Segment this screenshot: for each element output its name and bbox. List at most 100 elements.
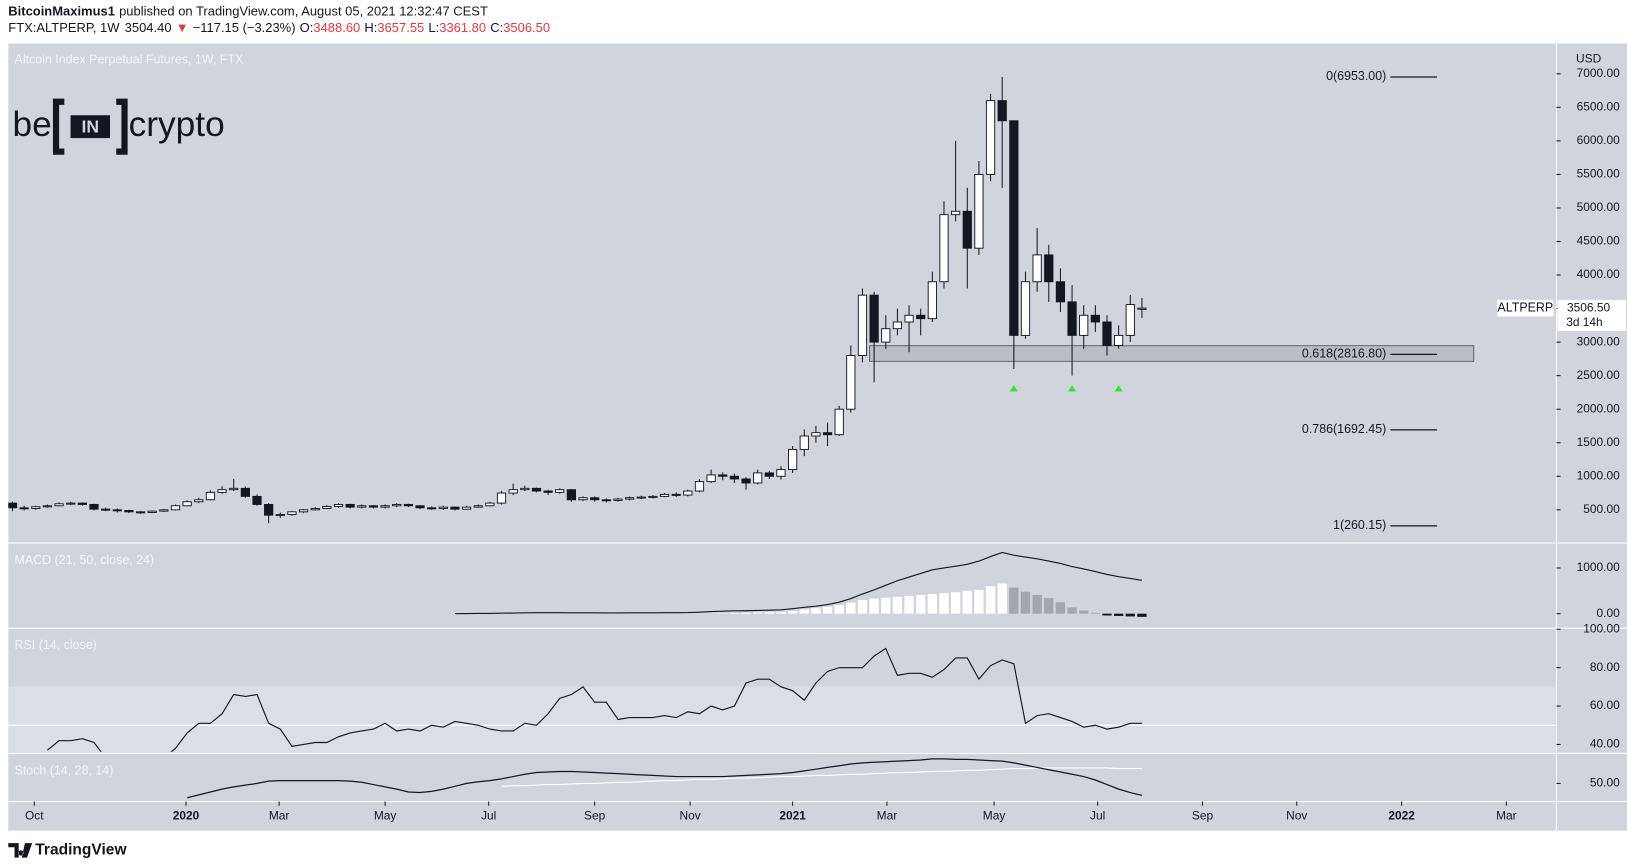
candle-body [799, 435, 809, 450]
stoch-pane [187, 758, 1143, 799]
rsi-line [47, 647, 1142, 752]
candle-body [135, 511, 146, 514]
histogram-bar [997, 583, 1007, 614]
candle-body [508, 489, 518, 494]
fib-label: 0.618(2816.80) [1302, 347, 1386, 361]
ohlc-value: 3657.55 [377, 20, 424, 35]
y-tick-label: 2500.00 [1577, 368, 1620, 382]
candle-body [1114, 334, 1124, 346]
candle-body [54, 503, 64, 507]
histogram-bar [985, 586, 996, 614]
candle-body [1137, 307, 1147, 310]
candle-body [427, 507, 437, 510]
candle-body [590, 497, 600, 501]
candle-body [275, 514, 285, 517]
candle-body [310, 507, 320, 511]
histogram-bar [1125, 613, 1135, 617]
histogram-bar [1032, 594, 1042, 614]
candle-body [520, 487, 530, 491]
logo: be IN crypto [12, 98, 225, 155]
y-tick-label: 2000.00 [1577, 401, 1620, 415]
candle-body [450, 506, 460, 510]
last-price-symbol: ALTPERP [1497, 300, 1553, 314]
histogram-bar [776, 611, 786, 614]
candle-body [916, 314, 926, 320]
candle-body [1067, 301, 1077, 336]
candle-body [974, 173, 984, 249]
histogram-bar [1067, 607, 1077, 614]
candle-body [869, 294, 879, 343]
logo-text: be [12, 105, 51, 144]
histogram-bar [1090, 612, 1101, 614]
ohlc-label: H: [364, 20, 377, 35]
candle-body [77, 502, 87, 505]
ohlc-label: C: [490, 20, 503, 35]
candle-body [42, 505, 53, 508]
x-tick-label: May [983, 808, 1006, 822]
last-price-label: 3506.50 [1567, 300, 1610, 314]
support-zone [869, 345, 1475, 362]
candle-body [194, 499, 204, 503]
pane-title: Altcoin Index Perpetual Futures, 1W, FTX [15, 53, 244, 67]
candle-body [578, 497, 588, 501]
footer: TradingView [8, 841, 127, 858]
candle-body [776, 469, 786, 477]
x-tick-label: Jul [481, 808, 496, 822]
histogram-bar [1020, 591, 1031, 614]
y-tick-label: 4000.00 [1577, 267, 1620, 281]
candle-body [811, 432, 821, 437]
candle-body [101, 508, 111, 511]
histogram-bar [822, 606, 833, 614]
histogram-bar [916, 594, 926, 614]
histogram-bar [857, 599, 868, 614]
histogram-bar [846, 602, 856, 614]
candle-body [1125, 304, 1135, 336]
histogram-bar [892, 596, 903, 614]
pane-title: RSI (14, close) [15, 638, 97, 652]
histogram-bar [834, 604, 844, 614]
histogram-bar [1113, 613, 1124, 616]
y-tick-label: 1500.00 [1577, 435, 1620, 449]
candle-body [997, 100, 1007, 122]
candle-body [1009, 120, 1019, 336]
candle-body [706, 474, 716, 483]
candle-body [834, 408, 844, 436]
candle-body [531, 487, 542, 492]
y-tick-label: 4500.00 [1577, 234, 1620, 248]
footer-brand: TradingView [35, 841, 127, 858]
candle-body [112, 509, 122, 512]
candle-body [659, 493, 670, 497]
fib-label: 0(6953.00) [1326, 69, 1386, 83]
histogram-bar [927, 594, 938, 614]
candle-body [438, 506, 448, 509]
currency: USD [1576, 51, 1602, 65]
x-tick-label: Nov [680, 808, 701, 822]
candle-body [205, 491, 216, 501]
y-tick-label: 50.00 [1590, 776, 1620, 790]
ohlc-value: 3361.80 [439, 20, 486, 35]
candle-body [1044, 254, 1054, 283]
y-tick-label: 1000.00 [1577, 560, 1620, 574]
last-price-box [1557, 299, 1626, 331]
candle-body [252, 495, 262, 505]
candle-body [985, 100, 996, 175]
y-tick-label: 5000.00 [1577, 200, 1620, 214]
pane-title: Stoch (14, 28, 14) [15, 764, 114, 778]
candle-body [485, 502, 495, 507]
histogram-bar [799, 609, 809, 614]
candle-body [671, 493, 681, 496]
macd-line [454, 551, 1142, 615]
candle-body [287, 511, 297, 515]
x-tick-label: Sep [1192, 808, 1214, 822]
candle-body [170, 505, 181, 511]
marker [1114, 385, 1123, 392]
rsi-band [8, 686, 1557, 752]
candle-body [753, 472, 763, 484]
histogram-bar [753, 612, 763, 614]
x-tick-label: 2021 [779, 808, 806, 822]
fib-label: 1(260.15) [1333, 518, 1386, 532]
y-tick-label: 7000.00 [1577, 66, 1620, 80]
candle-body [368, 505, 379, 508]
logo-box [70, 115, 110, 139]
ohlc-value: 3488.60 [313, 20, 360, 35]
